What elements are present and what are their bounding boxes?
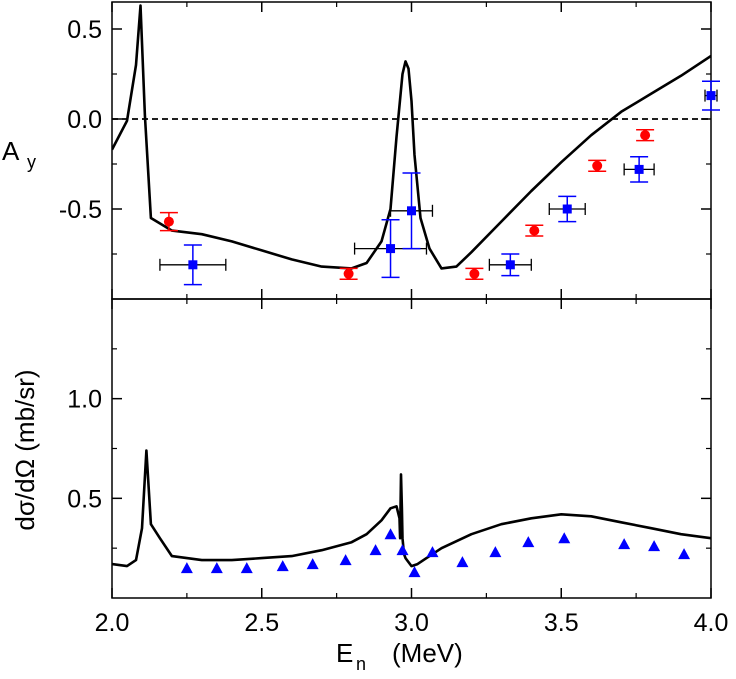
y-tick-label: 1.0 — [67, 386, 102, 414]
top-blue-square-point — [505, 260, 515, 270]
top-blue-square-point — [188, 260, 198, 270]
bottom-blue-triangle-point — [369, 544, 382, 556]
y-tick-label: 0.5 — [67, 485, 102, 513]
xlabel-unit: (MeV) — [392, 638, 463, 668]
top-red-circle-point — [640, 130, 651, 141]
top-blue-square-point — [706, 91, 716, 101]
x-tick-label: 3.0 — [394, 609, 429, 637]
top-blue-square-point — [407, 206, 416, 216]
bottom-panel: 1.0 0.5 dσ/dΩ (mb/sr) — [10, 298, 712, 599]
bottom-blue-triangle-point — [426, 546, 439, 558]
bottom-blue-triangle-point — [522, 536, 535, 548]
top-blue-square-point — [634, 164, 644, 174]
top-panel-frame — [111, 1, 712, 300]
top-red-circle-point — [529, 225, 540, 236]
top-theory-curve — [112, 4, 711, 270]
bottom-y-ticks: 1.0 0.5 — [67, 348, 711, 549]
x-axis-title: E n (MeV) — [336, 638, 463, 674]
bottom-panel-frame — [111, 298, 712, 599]
bottom-blue-triangle-point — [276, 560, 289, 572]
y-tick-label: 0.0 — [67, 106, 102, 134]
bottom-blue-triangle-point — [489, 546, 502, 558]
bottom-blue-triangle-point — [456, 556, 469, 568]
top-ylabel-main: A — [2, 136, 20, 166]
top-panel: 0.5 0.0 -0.5 A y — [2, 1, 720, 300]
xlabel-main: E — [336, 638, 353, 668]
bottom-blue-triangle-point — [210, 562, 223, 574]
top-ylabel-sub: y — [27, 152, 36, 172]
x-tick-label: 4.0 — [694, 609, 729, 637]
top-red-circle-point — [163, 216, 174, 227]
top-x-ticks — [111, 2, 712, 299]
top-red-circle-point — [469, 268, 480, 279]
top-y-ticks: 0.5 0.0 -0.5 — [59, 16, 711, 255]
x-tick-label: 3.5 — [544, 609, 579, 637]
bottom-blue-triangle-point — [558, 532, 571, 544]
bottom-blue-triangle-point — [678, 548, 691, 560]
top-data-points — [159, 80, 720, 286]
bottom-blue-triangle-point — [339, 554, 352, 566]
x-tick-label: 2.0 — [95, 609, 130, 637]
x-tick-label: 2.5 — [244, 609, 279, 637]
top-blue-square-point — [562, 204, 572, 214]
top-blue-square-point — [386, 244, 396, 254]
bottom-blue-triangle-point — [180, 562, 193, 574]
top-red-circle-point — [343, 268, 354, 279]
bottom-blue-triangle-point — [618, 538, 631, 550]
top-red-circle-point — [592, 160, 603, 171]
bottom-data-points — [180, 528, 691, 578]
bottom-theory-curve — [112, 449, 711, 568]
bottom-blue-triangle-point — [648, 540, 661, 552]
bottom-blue-triangle-point — [240, 562, 253, 574]
bottom-blue-triangle-point — [408, 566, 421, 578]
bottom-blue-triangle-point — [396, 544, 409, 556]
y-tick-label: -0.5 — [59, 196, 102, 224]
bottom-x-ticks — [111, 299, 712, 598]
bottom-ylabel: dσ/dΩ (mb/sr) — [10, 369, 40, 530]
xlabel-sub: n — [356, 654, 366, 674]
x-tick-labels: 2.0 2.5 3.0 3.5 4.0 — [95, 609, 729, 637]
bottom-blue-triangle-point — [384, 528, 397, 540]
y-tick-label: 0.5 — [67, 16, 102, 44]
bottom-blue-triangle-point — [306, 558, 319, 570]
